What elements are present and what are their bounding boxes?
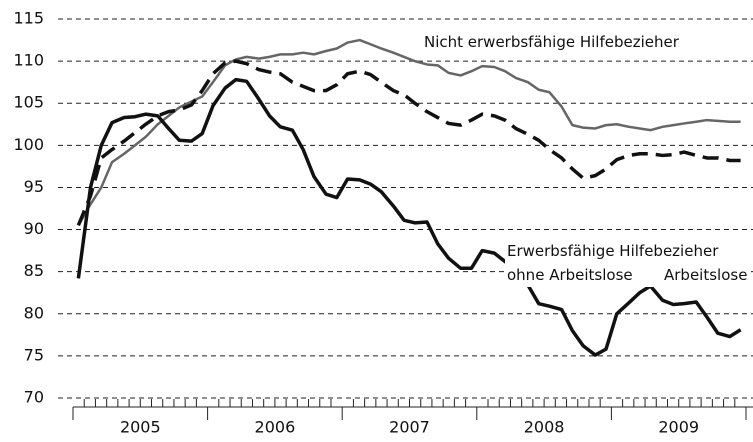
y-tick-label: 80 (24, 303, 44, 322)
x-tick-label: 2006 (255, 418, 296, 437)
y-tick-label: 95 (24, 177, 44, 196)
series-label: Nicht erwerbsfähige Hilfebezieher (422, 30, 681, 54)
y-tick-label: 70 (24, 388, 44, 407)
series-line (76, 77, 742, 357)
x-tick-label: 2008 (524, 418, 565, 437)
x-tick-label: 2009 (658, 418, 699, 437)
x-tick-label: 2005 (120, 418, 161, 437)
y-tick-label: 105 (13, 93, 44, 112)
x-tick-label: 2007 (389, 418, 430, 437)
y-tick-label: 85 (24, 261, 44, 280)
y-tick-label: 75 (24, 345, 44, 364)
series-line (77, 38, 741, 226)
series-label: Arbeitslose (662, 263, 750, 287)
y-tick-label: 90 (24, 219, 44, 238)
y-tick-label: 115 (13, 9, 44, 28)
series-line (76, 59, 741, 227)
y-tick-label: 100 (13, 135, 44, 154)
y-tick-label: 110 (13, 51, 44, 70)
